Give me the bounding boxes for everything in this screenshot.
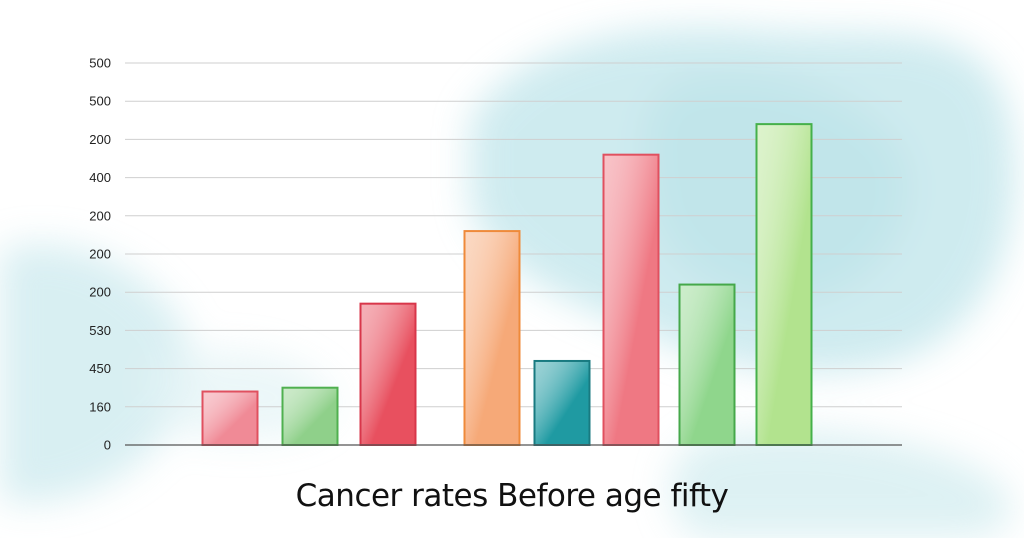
bar bbox=[602, 153, 660, 446]
bar bbox=[463, 230, 521, 446]
y-tick-label: 200 bbox=[89, 208, 111, 223]
bar bbox=[533, 359, 591, 446]
bar bbox=[359, 302, 417, 446]
bar bbox=[755, 123, 813, 447]
y-tick-label: 500 bbox=[89, 56, 111, 71]
bar bbox=[281, 386, 339, 447]
y-axis-tick-labels: 0 160 450 530 200 200 200 400 200 500 500 bbox=[89, 56, 111, 453]
y-tick-label: 160 bbox=[89, 399, 111, 414]
bar bbox=[678, 283, 736, 446]
y-tick-label: 530 bbox=[89, 323, 111, 338]
y-tick-label: 200 bbox=[89, 285, 111, 300]
bar bbox=[201, 390, 259, 446]
bars bbox=[201, 123, 813, 447]
y-tick-label: 0 bbox=[104, 438, 111, 453]
y-tick-label: 400 bbox=[89, 170, 111, 185]
y-tick-label: 500 bbox=[89, 94, 111, 109]
chart-title: Cancer rates Before age fifty bbox=[295, 478, 729, 514]
y-tick-label: 200 bbox=[89, 247, 111, 262]
y-tick-label: 450 bbox=[89, 361, 111, 376]
y-tick-label: 200 bbox=[89, 132, 111, 147]
